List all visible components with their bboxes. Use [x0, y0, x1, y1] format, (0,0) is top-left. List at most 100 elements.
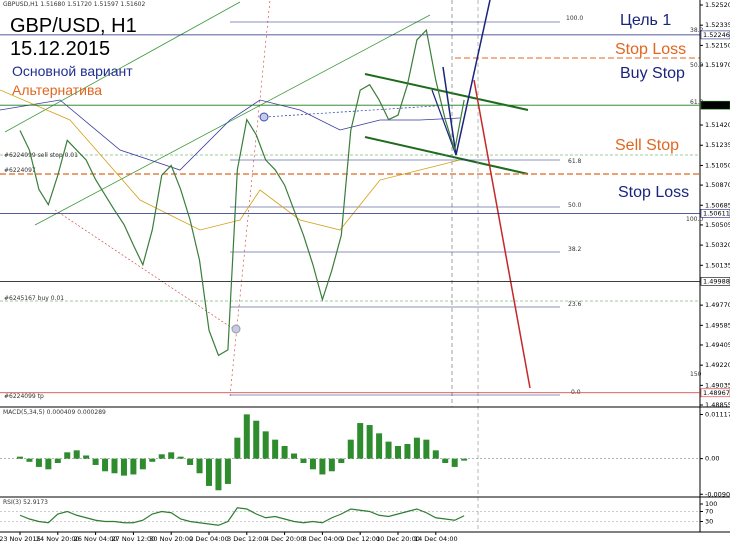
fib-label: 100.0 — [566, 15, 583, 22]
macd-bar — [291, 453, 298, 459]
main-scenario-arrow — [431, 89, 457, 156]
y-tick-label: 1.49585 — [705, 321, 730, 329]
price-level-label: 1.52246 — [703, 31, 730, 39]
macd-bar — [149, 458, 156, 462]
price-level-label: 1.50611 — [703, 209, 730, 217]
macd-bar — [309, 458, 316, 470]
price-line — [19, 28, 465, 357]
macd-bar — [196, 458, 203, 474]
fib-label: 38.2 — [568, 246, 582, 253]
macd-bar — [158, 454, 165, 459]
stop-loss-label: Stop Loss — [615, 41, 686, 58]
y-tick-label: -0.009015 — [705, 490, 730, 498]
sell-stop-label: Sell Stop — [615, 137, 679, 154]
macd-bar — [281, 445, 288, 459]
trend-line — [4, 1, 241, 133]
order-label: #6224099 sell stop 0.01 — [4, 152, 78, 159]
macd-bar — [423, 439, 430, 459]
y-tick-label: 1.48855 — [705, 401, 730, 409]
macd-bar — [243, 414, 250, 459]
price-level-box — [700, 100, 730, 110]
y-tick-label: 1.52520 — [705, 1, 730, 9]
y-tick-label: 1.52335 — [705, 21, 730, 29]
macd-bar — [168, 452, 175, 459]
macd-bar — [206, 458, 212, 486]
macd-bar — [224, 458, 231, 484]
y-tick-label: 1.50135 — [705, 261, 730, 269]
y-tick-label: 0.00 — [705, 455, 719, 463]
price-level-label: 1.49988 — [703, 277, 730, 285]
macd-bar — [338, 458, 345, 463]
macd-bar — [262, 431, 269, 459]
y-tick-label: 1.51420 — [705, 121, 730, 129]
y-tick-label: 1.51235 — [705, 141, 730, 149]
price-level-box — [700, 277, 730, 286]
macd-title: MACD(5,34,5) 0.000409 0.000289 — [3, 409, 106, 416]
y-tick-label: 1.49770 — [705, 301, 730, 309]
macd-bar — [395, 445, 401, 459]
x-tick-label: 3 Dec 12:00 — [227, 535, 267, 543]
y-tick-label: 0.011174 — [705, 410, 730, 418]
price-level-label: 1.51602 — [703, 101, 730, 109]
macd-bar — [83, 455, 90, 459]
macd-bar — [404, 444, 411, 459]
y-tick-label: 1.50505 — [705, 221, 730, 229]
moving-average — [0, 89, 461, 231]
fib-label: 50.0 — [568, 202, 582, 209]
alternative-arrow — [473, 79, 531, 389]
macd-bar — [17, 456, 23, 459]
price-level-box — [700, 209, 730, 218]
y-tick-label: 1.50685 — [705, 201, 730, 209]
y-tick-label: 1.51050 — [705, 161, 730, 169]
price-line — [19, 507, 465, 526]
y-tick-label: 1.49035 — [705, 381, 730, 389]
trend-line — [34, 14, 431, 226]
macd-bar — [139, 458, 146, 470]
macd-bar — [26, 458, 33, 462]
macd-bar — [234, 437, 241, 459]
rsi-title: RSI(3) 52.9173 — [3, 499, 48, 506]
chart-date: 15.12.2015 — [10, 38, 110, 60]
macd-bar — [92, 458, 99, 465]
macd-bar — [45, 458, 52, 470]
fib-label: 23.6 — [568, 301, 582, 308]
macd-bar — [366, 425, 373, 459]
y-tick-label: 1.49220 — [705, 361, 730, 369]
y-tick-label: 70 — [705, 508, 713, 516]
order-label: #6224097 — [4, 167, 36, 174]
price-level-box — [700, 388, 730, 398]
y-tick-label: 100 — [705, 500, 717, 508]
macd-bar — [461, 458, 468, 461]
macd-bar — [111, 458, 118, 474]
macd-bar — [54, 458, 61, 463]
x-tick-label: 30 Nov 20:00 — [149, 535, 193, 543]
macd-bar — [73, 450, 80, 459]
y-tick-label: 1.52150 — [705, 41, 730, 49]
fib-label: 150 — [690, 371, 702, 378]
price-level-box — [700, 30, 730, 40]
chart-title: GBP/USD, H1 — [10, 15, 137, 37]
order-label: #6224099 tp — [4, 393, 44, 400]
marker — [259, 112, 269, 122]
macd-bar — [64, 452, 71, 459]
fib-label: 38.2 — [690, 27, 704, 34]
alternative-label: Альтернатива — [12, 82, 102, 98]
macd-bar — [385, 441, 392, 459]
y-tick-label: 1.50870 — [705, 181, 730, 189]
macd-bar — [187, 458, 194, 465]
trend-line — [264, 104, 451, 118]
macd-bar — [177, 456, 184, 459]
stop-loss-label: Stop Loss — [618, 184, 689, 201]
x-tick-label: 10 Dec 20:00 — [376, 535, 420, 543]
macd-bar — [35, 458, 42, 467]
buy-stop-label: Buy Stop — [620, 65, 685, 82]
macd-bar — [120, 458, 127, 476]
x-tick-label: 24 Nov 20:00 — [36, 535, 80, 543]
channel-line — [364, 136, 529, 175]
x-tick-label: 2 Dec 04:00 — [189, 535, 229, 543]
x-tick-label: 14 Dec 04:00 — [414, 535, 458, 543]
macd-bar — [272, 439, 279, 459]
y-tick-label: 30 — [705, 518, 713, 526]
macd-bar — [442, 458, 449, 463]
